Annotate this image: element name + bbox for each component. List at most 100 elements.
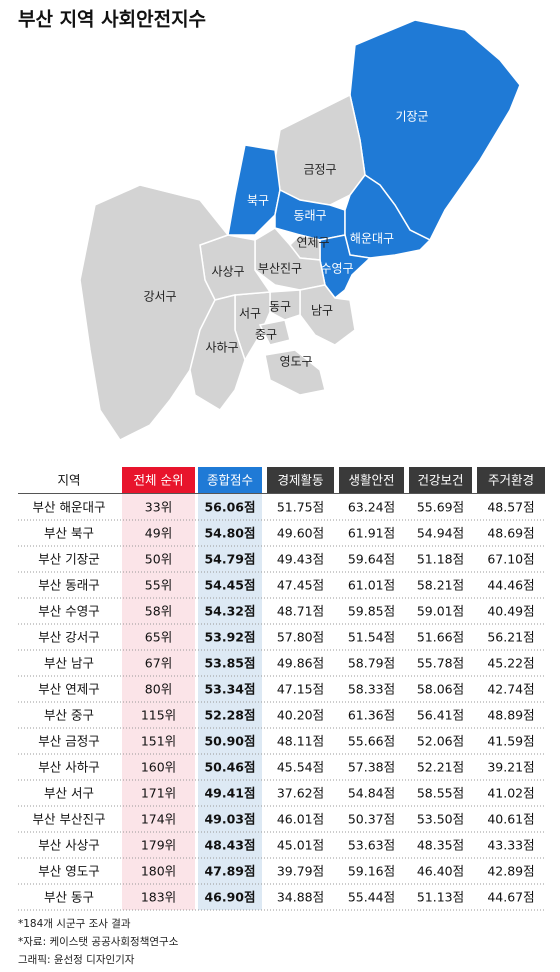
table-cell: 59.85점 [348, 604, 395, 619]
table-cell: 47.45점 [277, 578, 324, 593]
map-region [254, 227, 326, 291]
header-bg [122, 467, 195, 493]
header-cell: 생활안전 [348, 473, 394, 488]
header-bg [409, 467, 472, 493]
table-cell: 53.85점 [204, 656, 255, 671]
region-label: 영도구 [279, 355, 312, 369]
table-cell: 37.62점 [277, 786, 324, 801]
table-cell: 부산 영도구 [38, 864, 99, 879]
table-cell: 39.79점 [277, 864, 324, 879]
header-bg [267, 467, 334, 493]
footnote: *184개 시군구 조사 결과 [18, 918, 131, 930]
table-cell: 53.34점 [204, 682, 255, 697]
table-cell: 65위 [145, 630, 172, 645]
table-cell: 67.10점 [487, 552, 534, 567]
table-cell: 56.21점 [487, 630, 534, 645]
table-cell: 46.40점 [417, 864, 464, 879]
table-cell: 58.79점 [348, 656, 395, 671]
table-cell: 48.11점 [277, 734, 324, 749]
table-cell: 50.90점 [204, 734, 255, 749]
table-cell: 56.41점 [417, 708, 464, 723]
table-cell: 51.75점 [277, 500, 324, 515]
table-cell: 부산 중구 [44, 708, 94, 723]
header-bg [339, 467, 404, 493]
table-cell: 44.46점 [487, 578, 534, 593]
map-region [299, 284, 356, 346]
table-cell: 43.33점 [487, 838, 534, 853]
table-cell: 46.01점 [277, 812, 324, 827]
table-cell: 58.06점 [417, 682, 464, 697]
table-cell: 50위 [145, 552, 172, 567]
region-label: 기장군 [395, 110, 428, 124]
table-cell: 54.79점 [204, 552, 255, 567]
table-cell: 48.35점 [417, 838, 464, 853]
table-cell: 52.06점 [417, 734, 464, 749]
table-cell: 부산 금정구 [38, 734, 99, 749]
table-cell: 67위 [145, 656, 172, 671]
table-cell: 47.15점 [277, 682, 324, 697]
region-label: 북구 [247, 194, 269, 208]
table-cell: 41.59점 [487, 734, 534, 749]
table-cell: 48.69점 [487, 526, 534, 541]
table-cell: 58위 [145, 604, 172, 619]
table-cell: 47.89점 [204, 864, 255, 879]
table-cell: 58.55점 [417, 786, 464, 801]
table-cell: 53.92점 [204, 630, 255, 645]
table-cell: 50.37점 [348, 812, 395, 827]
table-cell: 61.01점 [348, 578, 395, 593]
table-cell: 179위 [141, 838, 176, 853]
table-cell: 34.88점 [277, 890, 324, 905]
map-region [274, 93, 366, 206]
table-cell: 54.32점 [204, 604, 255, 619]
region-label: 강서구 [143, 290, 176, 304]
table-cell: 55.66점 [348, 734, 395, 749]
table-cell: 180위 [141, 864, 176, 879]
region-label: 남구 [311, 304, 333, 318]
map-region [227, 144, 281, 236]
region-label: 부산진구 [258, 262, 302, 276]
table-cell: 61.91점 [348, 526, 395, 541]
table-cell: 부산 연제구 [38, 682, 99, 697]
table-cell: 부산 해운대구 [33, 500, 106, 515]
table-cell: 58.33점 [348, 682, 395, 697]
table-cell: 51.13점 [417, 890, 464, 905]
table-cell: 54.94점 [417, 526, 464, 541]
table-cell: 44.67점 [487, 890, 534, 905]
region-label: 사상구 [211, 265, 244, 279]
table-cell: 55.78점 [417, 656, 464, 671]
table-cell: 59.16점 [348, 864, 395, 879]
table-cell: 54.84점 [348, 786, 395, 801]
table-cell: 50.46점 [204, 760, 255, 775]
table-cell: 49위 [145, 526, 172, 541]
table-cell: 45.22점 [487, 656, 534, 671]
table-cell: 55.69점 [417, 500, 464, 515]
table-cell: 183위 [141, 890, 176, 905]
table-cell: 42.74점 [487, 682, 534, 697]
header-cell: 경제활동 [277, 473, 323, 488]
region-label: 해운대구 [350, 232, 394, 246]
table-cell: 51.66점 [417, 630, 464, 645]
header-cell: 건강보건 [417, 473, 463, 488]
table-cell: 49.03점 [204, 812, 255, 827]
region-label: 금정구 [303, 163, 336, 177]
map-region [264, 349, 326, 396]
region-label: 서구 [239, 307, 261, 321]
table-cell: 부산 동구 [44, 890, 94, 905]
header-cell: 주거환경 [488, 473, 534, 488]
region-label: 동구 [269, 300, 291, 314]
table-cell: 49.86점 [277, 656, 324, 671]
table-cell: 61.36점 [348, 708, 395, 723]
table-cell: 45.01점 [277, 838, 324, 853]
region-label: 연제구 [296, 236, 329, 250]
table-cell: 52.21점 [417, 760, 464, 775]
table-cell: 115위 [141, 708, 176, 723]
table-cell: 51.54점 [348, 630, 395, 645]
table-cell: 부산 수영구 [38, 604, 99, 619]
header-cell: 종합점수 [207, 473, 253, 488]
table-cell: 49.41점 [204, 786, 255, 801]
footnote: *자료: 케이스탯 공공사회정책연구소 [18, 936, 179, 948]
table-cell: 59.64점 [348, 552, 395, 567]
table-cell: 54.45점 [204, 578, 255, 593]
map-region [258, 319, 291, 346]
